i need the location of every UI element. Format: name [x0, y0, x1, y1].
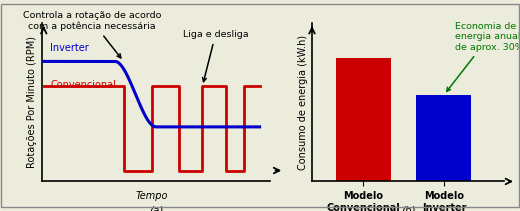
Bar: [336, 58, 391, 181]
Y-axis label: Consumo de energia (kW.h): Consumo de energia (kW.h): [298, 35, 308, 170]
Text: Tempo: Tempo: [135, 191, 167, 201]
Text: Inverter: Inverter: [50, 43, 89, 53]
Y-axis label: Rotações Por Minuto (RPM): Rotações Por Minuto (RPM): [28, 36, 37, 168]
Text: (b): (b): [401, 205, 415, 211]
Text: (a): (a): [149, 205, 163, 211]
Text: Controla a rotação de acordo
com a potência necessária: Controla a rotação de acordo com a potên…: [23, 11, 161, 58]
Text: Liga e desliga: Liga e desliga: [183, 30, 249, 82]
Text: Economia de
energia anual
de aprox. 30%: Economia de energia anual de aprox. 30%: [447, 22, 520, 91]
Bar: [417, 95, 472, 181]
Text: Convencional: Convencional: [50, 80, 116, 90]
